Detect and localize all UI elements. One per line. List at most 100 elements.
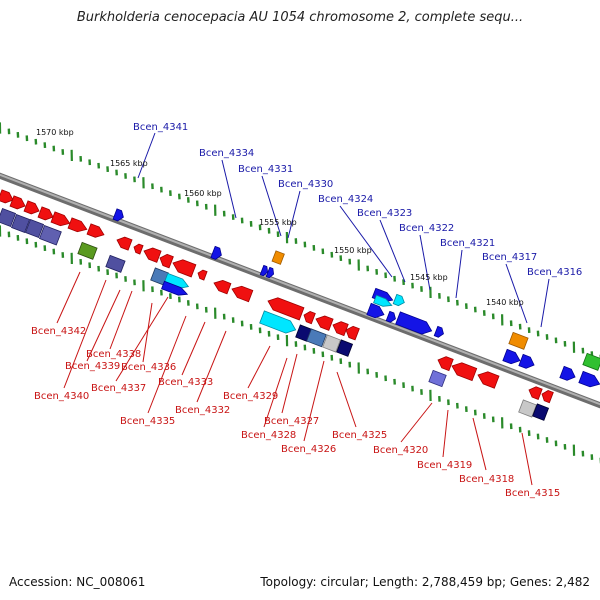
gene-label-bcen-4323[interactable]: Bcen_4323 <box>357 208 412 219</box>
reverse-gene-arrow <box>528 386 543 400</box>
gene-shape <box>306 328 327 348</box>
outer-tick-track <box>0 122 600 361</box>
gene-label-bcen-4341[interactable]: Bcen_4341 <box>133 122 188 133</box>
gene-label-bcen-4317[interactable]: Bcen_4317 <box>482 252 537 263</box>
gene-shape <box>259 264 269 277</box>
forward-gene-arrow <box>502 348 521 365</box>
gene-label-bcen-4315[interactable]: Bcen_4315 <box>505 488 560 499</box>
reverse-gene-arrow <box>67 217 88 233</box>
leader-line <box>261 175 282 237</box>
gene-block <box>532 403 550 421</box>
gene-block <box>271 250 285 265</box>
leader-line <box>336 371 357 428</box>
reverse-gene-arrow <box>116 236 133 251</box>
reverse-gene-arrow <box>437 356 454 372</box>
gene-label-bcen-4328[interactable]: Bcen_4328 <box>241 430 296 441</box>
gene-shape <box>112 208 124 222</box>
forward-gene-arrow <box>392 293 405 307</box>
reverse-gene-arrow <box>197 269 208 281</box>
kbp-label: 1550 kbp <box>334 246 372 255</box>
kbp-label: 1555 kbp <box>259 218 297 227</box>
gene-shape <box>451 362 478 382</box>
gene-label-bcen-4318[interactable]: Bcen_4318 <box>459 474 514 485</box>
gene-label-bcen-4335[interactable]: Bcen_4335 <box>120 416 175 427</box>
leader-line <box>86 289 121 362</box>
accession-text: Accession: NC_008061 <box>9 575 146 589</box>
gene-shape <box>50 211 71 227</box>
leader-line <box>400 402 433 443</box>
kbp-label: 1560 kbp <box>184 189 222 198</box>
gene-block <box>10 213 31 234</box>
gene-label-bcen-4322[interactable]: Bcen_4322 <box>399 223 454 234</box>
gene-shape <box>105 254 126 273</box>
gene-shape <box>508 331 529 350</box>
gene-label-bcen-4340[interactable]: Bcen_4340 <box>34 391 89 402</box>
gene-shape <box>23 200 40 215</box>
forward-gene-arrow <box>395 311 433 335</box>
leader-line <box>505 263 528 324</box>
gene-block <box>24 218 45 239</box>
gene-label-bcen-4316[interactable]: Bcen_4316 <box>527 267 582 278</box>
gene-label-bcen-4338[interactable]: Bcen_4338 <box>86 349 141 360</box>
leader-line <box>56 271 81 324</box>
gene-shape <box>373 294 393 307</box>
gene-label-bcen-4327[interactable]: Bcen_4327 <box>264 416 319 427</box>
reverse-gene-arrow <box>345 325 360 341</box>
gene-label-bcen-4336[interactable]: Bcen_4336 <box>121 362 176 373</box>
gene-shape <box>133 243 144 255</box>
gene-shape <box>559 365 576 381</box>
gene-shape <box>0 189 14 204</box>
gene-shape <box>395 311 433 335</box>
gene-shape <box>392 293 405 307</box>
gene-label-bcen-4329[interactable]: Bcen_4329 <box>223 391 278 402</box>
kbp-tick-labels: 1570 kbp 1565 kbp 1560 kbp 1555 kbp 1550… <box>36 128 524 307</box>
leader-line <box>540 278 550 328</box>
gene-shape <box>336 339 354 357</box>
reverse-gene-arrow <box>213 280 232 295</box>
gene-shape <box>541 390 554 404</box>
gene-label-bcen-4326[interactable]: Bcen_4326 <box>281 444 336 455</box>
gene-label-bcen-4342[interactable]: Bcen_4342 <box>31 326 86 337</box>
leader-line <box>109 290 133 350</box>
forward-gene-arrow <box>259 310 297 334</box>
gene-block <box>77 241 98 260</box>
leader-line <box>147 315 187 414</box>
forward-gene-arrow <box>259 264 269 277</box>
forward-gene-arrow <box>265 266 275 279</box>
gene-label-bcen-4319[interactable]: Bcen_4319 <box>417 460 472 471</box>
gene-shape <box>582 352 600 371</box>
leader-line <box>339 205 393 278</box>
gene-label-bcen-4331[interactable]: Bcen_4331 <box>238 164 293 175</box>
gene-label-bcen-4337[interactable]: Bcen_4337 <box>91 383 146 394</box>
leader-line <box>472 417 487 471</box>
gene-block <box>336 339 354 357</box>
leader-line <box>247 345 271 389</box>
gene-shape <box>172 259 197 278</box>
forward-gene-arrow <box>518 353 535 369</box>
gene-shape <box>428 369 447 388</box>
leader-line <box>419 234 431 291</box>
gene-label-bcen-4330[interactable]: Bcen_4330 <box>278 179 333 190</box>
gene-label-bcen-4321[interactable]: Bcen_4321 <box>440 238 495 249</box>
gene-shape <box>532 403 550 421</box>
gene-block <box>508 331 529 350</box>
gene-label-bcen-4332[interactable]: Bcen_4332 <box>175 405 230 416</box>
gene-label-bcen-4333[interactable]: Bcen_4333 <box>158 377 213 388</box>
gene-label-bcen-4320[interactable]: Bcen_4320 <box>373 445 428 456</box>
reverse-gene-arrow <box>267 297 305 321</box>
gene-shape <box>267 297 305 321</box>
leader-line <box>63 279 107 389</box>
forward-gene-arrow <box>433 325 444 338</box>
leader-line <box>303 360 325 442</box>
gene-shape <box>502 348 521 365</box>
gene-label-bcen-4324[interactable]: Bcen_4324 <box>318 194 373 205</box>
reverse-gene-arrow <box>541 390 554 404</box>
kbp-label: 1565 kbp <box>110 159 148 168</box>
gene-label-bcen-4325[interactable]: Bcen_4325 <box>332 430 387 441</box>
reverse-gene-arrow <box>0 189 14 204</box>
reverse-gene-arrow <box>332 321 349 337</box>
gene-label-bcen-4334[interactable]: Bcen_4334 <box>199 148 254 159</box>
forward-gene-arrow <box>112 208 124 222</box>
gene-label-bcen-4339[interactable]: Bcen_4339 <box>65 361 120 372</box>
